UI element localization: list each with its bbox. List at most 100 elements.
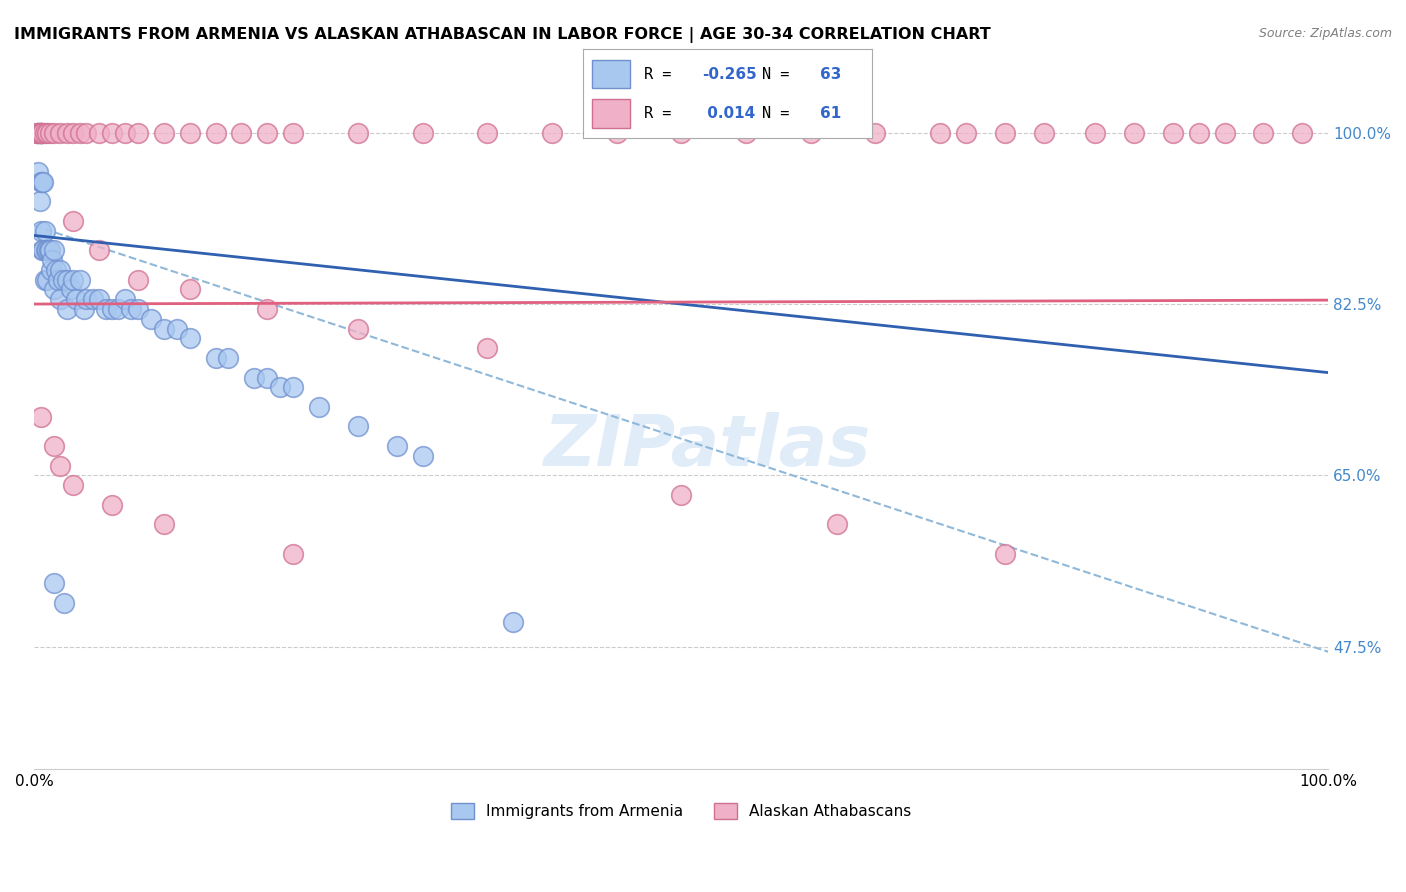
Point [281,547,304,561]
Point [42,126,65,140]
Point [28,126,51,140]
Point [671,488,693,502]
Point [75,126,97,140]
Point [308,400,330,414]
Point [27,126,49,140]
Point [35,243,58,257]
Point [25,126,48,140]
Point [31,243,53,257]
Point [204,126,226,140]
Point [114,126,136,140]
Point [1084,126,1107,140]
Point [166,321,188,335]
Point [34,223,56,237]
Point [46,272,69,286]
Point [75,292,97,306]
Text: N =: N = [762,67,799,81]
Point [1213,126,1236,140]
Point [179,126,201,140]
Point [49,262,72,277]
Point [735,126,758,140]
Point [72,301,94,316]
Point [38,126,60,140]
Point [30,175,52,189]
Point [34,126,56,140]
Point [243,370,266,384]
Point [825,517,848,532]
Point [101,126,124,140]
Point [55,272,77,286]
Point [62,126,84,140]
Point [62,214,84,228]
Point [31,126,53,140]
Point [32,243,55,257]
Point [38,243,60,257]
Point [49,292,72,306]
Text: R =: R = [644,67,681,81]
Point [42,282,65,296]
Text: N =: N = [762,106,799,120]
Point [541,126,564,140]
Point [152,321,174,335]
Point [477,126,499,140]
Point [385,439,408,453]
Text: R =: R = [644,106,681,120]
Point [31,126,53,140]
Point [120,301,142,316]
Point [30,126,52,140]
Point [1123,126,1146,140]
Point [281,126,304,140]
Point [114,292,136,306]
Point [152,126,174,140]
Point [69,272,91,286]
Point [42,576,65,591]
Point [606,126,628,140]
Point [1291,126,1313,140]
Legend: Immigrants from Armenia, Alaskan Athabascans: Immigrants from Armenia, Alaskan Athabas… [446,797,918,825]
Point [62,272,84,286]
Point [256,126,278,140]
Point [27,165,49,179]
Point [30,409,52,424]
Point [55,126,77,140]
Point [30,223,52,237]
Point [1253,126,1275,140]
Point [994,547,1017,561]
Point [69,126,91,140]
Point [127,126,149,140]
Point [346,321,368,335]
Point [28,194,51,209]
Point [139,311,162,326]
Point [477,341,499,355]
Point [152,517,174,532]
Text: -0.265: -0.265 [702,67,756,81]
Point [1161,126,1184,140]
Point [800,126,823,140]
Point [127,272,149,286]
Point [42,243,65,257]
Point [27,126,49,140]
Point [412,449,434,463]
Point [217,351,239,365]
Point [929,126,952,140]
Point [269,380,291,394]
FancyBboxPatch shape [592,60,630,88]
Text: 61: 61 [820,106,841,120]
Point [41,252,63,267]
Point [87,243,110,257]
Point [49,126,72,140]
Point [53,596,76,610]
Point [30,126,52,140]
Point [52,272,75,286]
Point [59,282,82,296]
Point [412,126,434,140]
FancyBboxPatch shape [592,99,630,128]
Point [231,126,253,140]
Point [994,126,1017,140]
Point [37,126,59,140]
Point [45,262,67,277]
Point [179,282,201,296]
Point [502,615,524,630]
Point [1188,126,1211,140]
Text: 0.014: 0.014 [702,106,755,120]
